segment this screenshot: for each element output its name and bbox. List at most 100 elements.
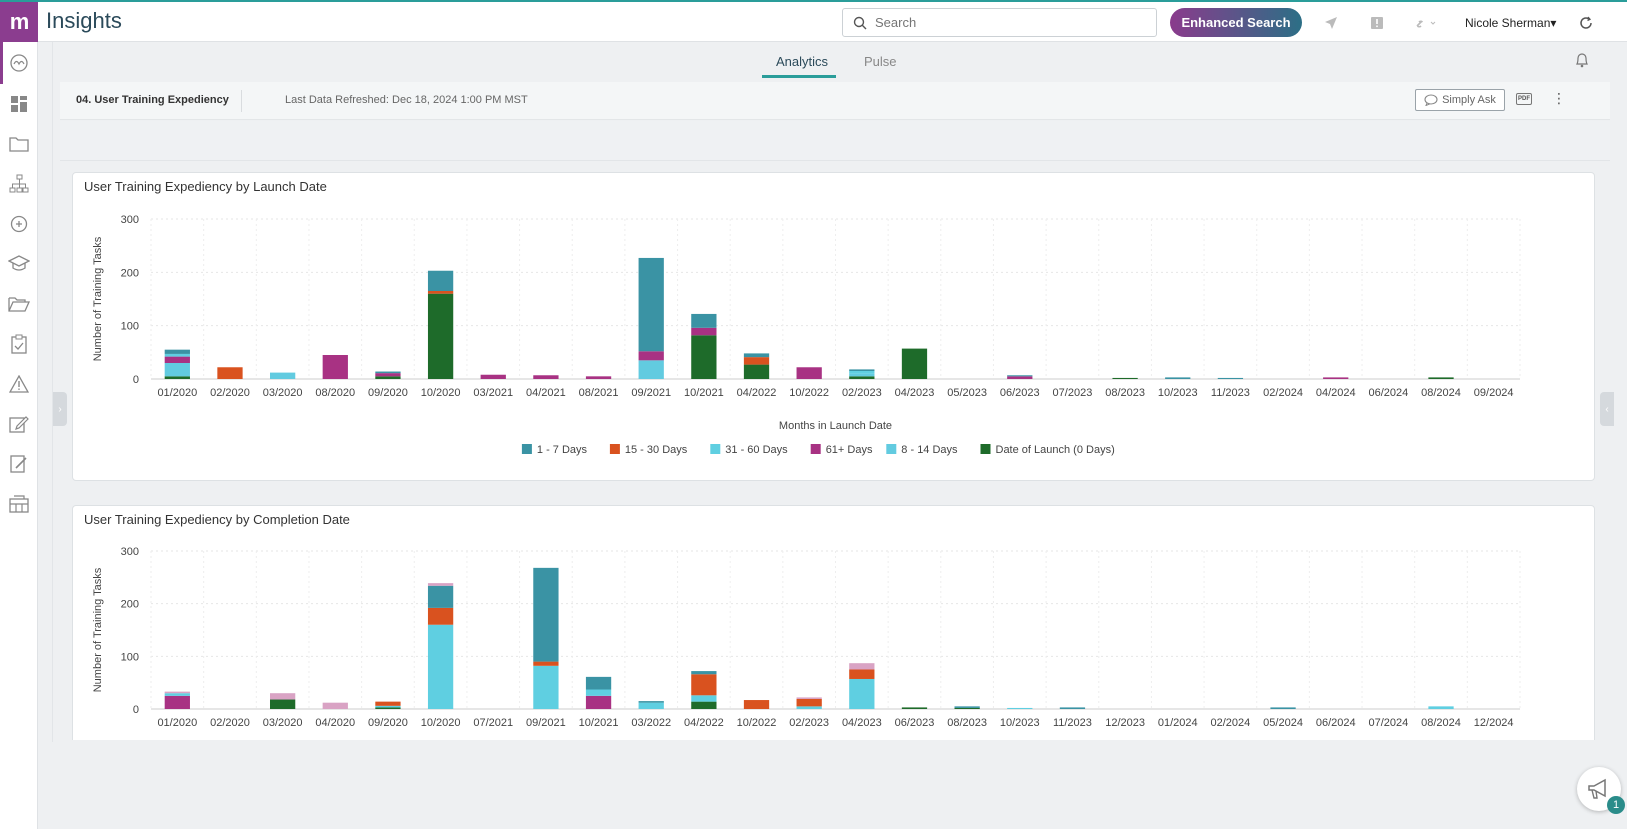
dashboard-icon [11, 96, 27, 112]
bar-segment [375, 373, 401, 377]
legend-swatch [710, 444, 721, 454]
sidebar-item-dashboards[interactable] [7, 92, 31, 116]
bar-segment [1007, 707, 1033, 709]
sidebar-item-insights[interactable] [7, 51, 31, 75]
y-axis-label: Number of Training Tasks [92, 236, 104, 361]
edit-icon [9, 416, 29, 433]
chart-legend: 1 - 7 Days 15 - 30 Days 31 - 60 Days 61+ Da… [521, 444, 1115, 456]
chart-card-completion-date: User Training Expediency by Completion D… [72, 505, 1595, 740]
sidebar-item-sync[interactable] [7, 212, 31, 236]
x-tick-label: 07/2023 [1053, 387, 1093, 399]
x-tick-label: 09/2024 [1474, 387, 1514, 399]
bar-segment [638, 360, 664, 379]
tab-analytics[interactable]: Analytics [776, 54, 829, 69]
app-logo[interactable]: m [0, 2, 38, 42]
x-tick-label: 04/2024 [1316, 387, 1356, 399]
bar-segment [954, 706, 980, 708]
alert-box-icon[interactable] [1369, 15, 1385, 31]
bar-segment [1428, 377, 1454, 379]
bar-segment [164, 356, 190, 363]
tab-bar: Analytics Pulse [0, 42, 1627, 80]
tab-pulse[interactable]: Pulse [864, 54, 897, 69]
bar-segment [322, 355, 348, 379]
bar-segment [638, 257, 664, 352]
bar-segment [375, 707, 401, 709]
x-axis-label: Months in Launch Date [779, 420, 892, 432]
notification-bell-icon[interactable] [1575, 52, 1589, 73]
bar-segment [585, 689, 612, 696]
sync-icon [10, 215, 28, 233]
sidebar-item-audit[interactable] [7, 452, 31, 476]
bar-segment [585, 676, 612, 690]
x-tick-label: 10/2022 [789, 387, 829, 399]
x-tick-label: 10/2020 [421, 717, 461, 729]
sidebar-item-documents[interactable] [7, 292, 31, 316]
more-options-icon[interactable]: ⋮ [1552, 90, 1566, 106]
bar-segment [375, 705, 401, 708]
bar-segment [164, 363, 190, 377]
x-tick-label: 02/2023 [789, 717, 829, 729]
dashboard-title: 04. User Training Expediency [76, 94, 229, 106]
sidebar-active-indicator [0, 42, 3, 84]
bar-segment [533, 375, 559, 379]
x-tick-label: 02/2023 [842, 387, 882, 399]
bar-segment [849, 369, 875, 371]
x-tick-label: 10/2022 [737, 717, 777, 729]
user-menu[interactable]: Nicole Sherman▾ [1465, 16, 1556, 30]
top-bar: m Insights Enhanced Search Nicole Sherma… [0, 0, 1627, 42]
bar-segment [1270, 707, 1296, 709]
table-icon [9, 495, 29, 513]
x-tick-label: 08/2021 [579, 387, 619, 399]
y-tick-label: 0 [133, 374, 139, 386]
x-tick-label: 04/2023 [842, 717, 882, 729]
x-tick-label: 02/2024 [1263, 387, 1303, 399]
refresh-icon[interactable] [1578, 15, 1594, 31]
link-icon[interactable] [1413, 15, 1439, 31]
bar-segment [427, 293, 454, 379]
bar-segment [375, 371, 401, 374]
legend-label: 31 - 60 Days [725, 444, 788, 456]
search-input[interactable] [875, 15, 1135, 30]
bar-segment [691, 313, 717, 328]
bar-segment [796, 697, 822, 699]
x-tick-label: 11/2023 [1211, 387, 1250, 399]
enhanced-search-button[interactable]: Enhanced Search [1170, 8, 1302, 37]
notification-count-badge: 1 [1607, 796, 1625, 814]
collapse-left-toggle[interactable]: › [53, 392, 67, 426]
folder-icon [9, 137, 29, 152]
x-tick-label: 10/2020 [421, 387, 461, 399]
sidebar-item-reports[interactable] [7, 492, 31, 516]
bar-segment [796, 706, 822, 709]
warning-icon [9, 375, 29, 393]
sidebar-item-training[interactable] [7, 252, 31, 276]
legend-label: 61+ Days [826, 444, 873, 456]
legend-label: 15 - 30 Days [625, 444, 688, 456]
legend-label: 1 - 7 Days [537, 444, 588, 456]
chart-launch-date: 0 100 200 300 Number of Training Tasks 01/202… [92, 214, 1521, 456]
sidebar-item-folders[interactable] [7, 132, 31, 156]
bar-segment [849, 373, 875, 377]
bar-segment [1428, 706, 1454, 709]
bar-segment [322, 702, 348, 709]
x-tick-label: 10/2023 [1000, 717, 1040, 729]
sidebar-item-tasks[interactable] [7, 332, 31, 356]
navigate-icon[interactable] [1323, 15, 1339, 31]
sidebar-item-events[interactable] [7, 372, 31, 396]
pdf-export-icon[interactable]: PDF [1516, 93, 1532, 105]
simply-ask-button[interactable]: Simply Ask [1415, 89, 1505, 111]
collapse-right-toggle[interactable]: ‹ [1600, 392, 1614, 426]
bar-segment [164, 693, 190, 696]
audit-icon [10, 455, 27, 473]
sidebar [0, 42, 38, 829]
chevron-down-icon: ▾ [1550, 16, 1557, 30]
bar-segment [427, 585, 454, 608]
chart-title: User Training Expediency by Completion D… [84, 512, 350, 527]
sidebar-item-hierarchy[interactable] [7, 172, 31, 196]
x-tick-label: 01/2020 [157, 717, 197, 729]
x-tick-label: 10/2023 [1158, 387, 1198, 399]
x-tick-label: 08/2023 [1105, 387, 1145, 399]
search-box[interactable] [842, 8, 1157, 37]
hierarchy-icon [9, 174, 29, 193]
bar-segment [585, 695, 612, 709]
sidebar-item-edit[interactable] [7, 412, 31, 436]
